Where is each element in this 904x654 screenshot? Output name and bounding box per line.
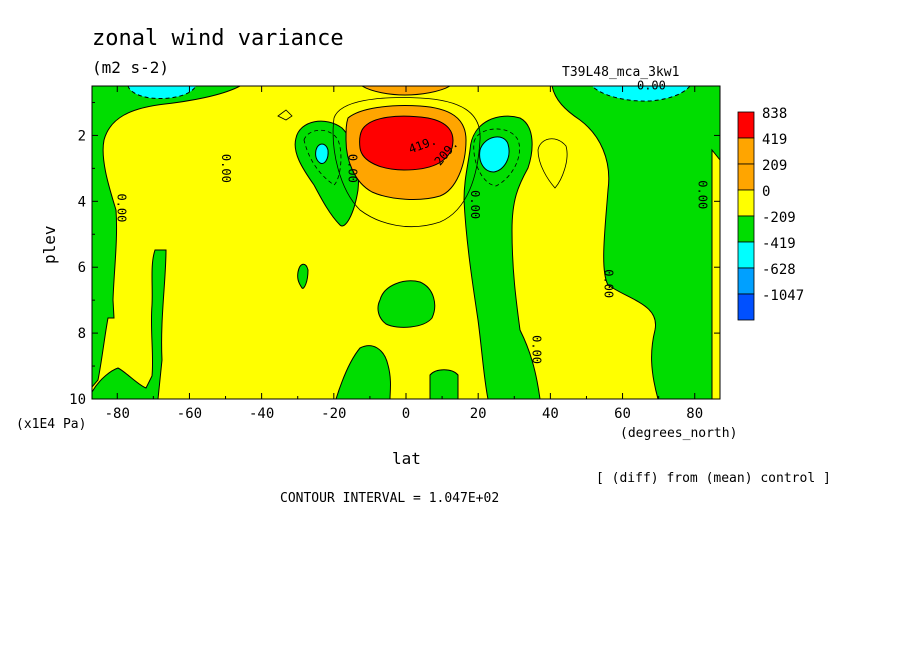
contour-label: 0.00	[345, 154, 359, 183]
legend-label: -419	[762, 236, 796, 252]
legend-swatch	[737, 267, 755, 295]
contour-line-jet-outer	[332, 97, 481, 228]
legend-swatch	[737, 189, 755, 217]
region-negative-blob-1	[377, 280, 436, 328]
contour-field	[92, 86, 720, 399]
reference-note: [ (diff) from (mean) control ]	[596, 471, 831, 486]
region-negative-south	[92, 86, 241, 388]
contour-label: 0.00	[602, 269, 616, 298]
y-tick-label: 4	[78, 194, 86, 210]
y-tick-label: 6	[78, 260, 86, 276]
x-tick-label: -20	[321, 406, 346, 422]
chart-title: zonal wind variance	[92, 26, 344, 51]
chart-units: (m2 s-2)	[92, 58, 169, 77]
legend-swatch	[737, 111, 755, 139]
x-axis: -80 -60 -40 -20 0 20 40 60 80	[105, 86, 703, 422]
y-tick-label: 2	[78, 128, 86, 144]
x-tick-label: 80	[686, 406, 703, 422]
region-cyan-lobe-e	[479, 136, 510, 173]
x-axis-units: (degrees_north)	[620, 426, 737, 441]
legend-swatch	[737, 137, 755, 165]
contour-line-bump-e	[537, 138, 568, 189]
contour-label: 0.00	[468, 190, 482, 219]
x-tick-label: -40	[249, 406, 274, 422]
contour-label: 0.00	[219, 154, 233, 183]
region-negative-south-lower	[92, 249, 167, 399]
color-legend: 838 419 209 0 -209 -419 -628 -1047	[737, 106, 804, 321]
region-red-core	[359, 115, 454, 171]
contour-label: 0.00	[637, 78, 666, 92]
legend-swatch	[737, 241, 755, 269]
x-tick-label: -60	[177, 406, 202, 422]
y-axis-label: plev	[40, 225, 59, 264]
y-axis: 2 4 6 8 10	[69, 101, 720, 408]
x-tick-label: 20	[470, 406, 487, 422]
region-cyan-lobe-w	[315, 143, 329, 164]
contour-label: 0.00	[695, 180, 709, 209]
legend-swatch	[737, 215, 755, 243]
legend-label: 838	[762, 106, 787, 122]
region-negative-center-n	[463, 115, 541, 399]
legend-label: 209	[762, 158, 787, 174]
region-negative-blob-3	[429, 369, 459, 399]
contour-line-small	[277, 109, 293, 121]
x-tick-label: 60	[614, 406, 631, 422]
contour-label: 0.00	[114, 193, 128, 222]
legend-swatch	[737, 293, 755, 321]
region-negative-north	[551, 86, 720, 399]
experiment-label: T39L48_mca_3kw1	[562, 65, 679, 80]
x-tick-label: 40	[542, 406, 559, 422]
region-negative-blob-2	[335, 345, 391, 399]
region-negative-blob-4	[297, 263, 309, 289]
legend-label: 419	[762, 132, 787, 148]
contour-interval: CONTOUR INTERVAL = 1.047E+02	[280, 491, 499, 506]
y-axis-units: (x1E4 Pa)	[16, 417, 86, 432]
region-cyan-top-n	[591, 86, 691, 102]
x-tick-label: 0	[402, 406, 410, 422]
legend-label: -628	[762, 262, 796, 278]
legend-swatch	[737, 163, 755, 191]
y-tick-label: 10	[69, 392, 86, 408]
region-negative-lobe-w	[294, 120, 359, 227]
x-tick-label: -80	[105, 406, 130, 422]
legend-label: -1047	[762, 288, 804, 304]
x-axis-label: lat	[392, 449, 421, 468]
y-tick-label: 8	[78, 326, 86, 342]
legend-label: -209	[762, 210, 796, 226]
legend-label: 0	[762, 184, 770, 200]
contour-line-dash-e	[473, 128, 520, 187]
contour-label: 0.00	[529, 335, 543, 364]
region-cyan-top-s	[127, 86, 197, 99]
